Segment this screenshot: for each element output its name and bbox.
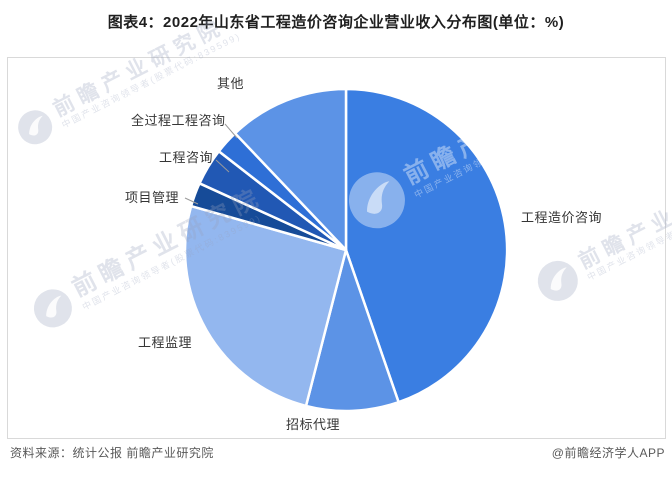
pie-label-other: 其他 — [217, 76, 245, 91]
pie-label-cost-consulting: 工程造价咨询 — [521, 210, 603, 225]
pie-slices — [183, 87, 509, 413]
source-note: 资料来源：统计公报 前瞻产业研究院 — [10, 446, 214, 460]
page-title: 图表4：2022年山东省工程造价咨询企业营业收入分布图(单位：%) — [107, 14, 565, 31]
label-connector-whole-process — [224, 123, 238, 139]
label-connector-project-management — [184, 197, 199, 205]
pie-slice-2 — [183, 204, 348, 408]
pie-label-supervision: 工程监理 — [138, 335, 193, 350]
pie-chart — [183, 87, 509, 413]
pie-label-bidding-agency: 招标代理 — [286, 417, 341, 432]
pie-slice-1 — [304, 248, 400, 413]
pie-label-engineering-consulting: 工程咨询 — [159, 150, 214, 165]
chart-area: 工程造价咨询 招标代理 工程监理 项目管理 工程咨询 全过程工程咨询 其他 — [7, 57, 666, 439]
pie-label-whole-process: 全过程工程咨询 — [131, 113, 226, 128]
label-connector-engineering-consulting — [215, 159, 230, 173]
pie-label-project-management: 项目管理 — [125, 190, 180, 205]
pie-slice-0 — [344, 87, 509, 404]
pie-slice-6 — [233, 87, 348, 252]
credit-note: @前瞻经济学人APP — [551, 446, 665, 460]
